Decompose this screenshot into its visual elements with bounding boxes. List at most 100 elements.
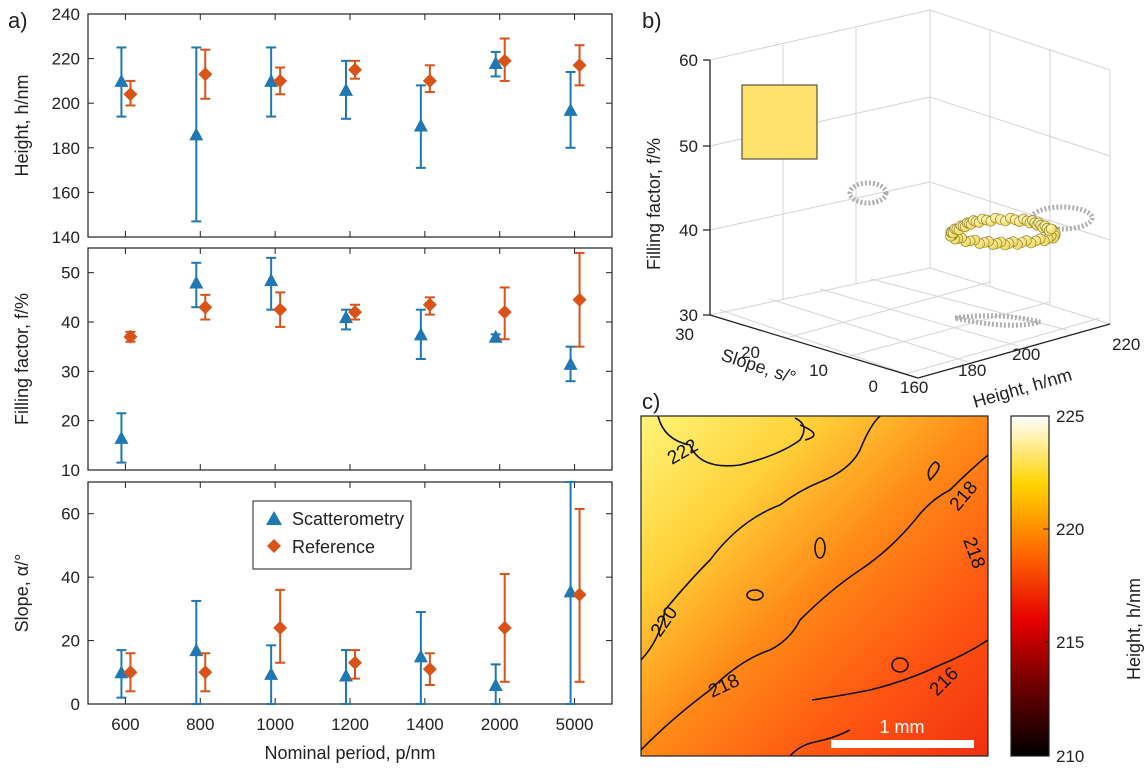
axes-3d: [703, 59, 1111, 379]
scatterometry-point: [264, 666, 279, 680]
scatterometry-point: [114, 665, 129, 679]
reference-point: [572, 58, 587, 73]
reference-point: [497, 620, 512, 635]
contour-lines: [641, 416, 988, 756]
reference-point: [348, 305, 362, 320]
contour-216-b: [789, 729, 851, 756]
reference-point: [273, 302, 288, 317]
reference-point: [348, 62, 362, 77]
scatterometry-point: [563, 102, 578, 116]
marker-swatch: [741, 84, 818, 160]
legend-box: [252, 500, 412, 570]
y-tick-label: 50: [61, 264, 80, 283]
height-map: 222 220 218 218 218 216 1 mm: [640, 415, 989, 757]
reference-point: [497, 305, 512, 320]
y-tick-label: 220: [52, 50, 80, 69]
y-tick-label: 60: [61, 505, 80, 524]
scatterometry-point: [488, 329, 503, 343]
reference-point: [198, 67, 213, 82]
reference-point: [123, 87, 138, 102]
contour-loop: [746, 589, 764, 601]
scatterometry-point: [114, 73, 129, 87]
y-tick-label: 240: [52, 5, 80, 24]
scatterometry-point: [413, 649, 428, 663]
ghost-projections: [847, 180, 1095, 328]
height-map-image: [641, 416, 988, 756]
reference-point: [422, 73, 437, 88]
contour-220: [641, 416, 881, 661]
y-tick-label: 10: [61, 461, 80, 480]
y-tick-label: 140: [52, 228, 80, 247]
contour-loop: [891, 657, 909, 673]
y-tick-label: 180: [52, 139, 80, 158]
reference-point: [422, 297, 437, 312]
height-tick: 200: [1012, 345, 1040, 364]
colorbar-tick: 215: [1056, 633, 1084, 652]
legend-diamond-marker: [267, 539, 281, 553]
reference-point: [273, 620, 288, 635]
contour-218: [641, 454, 988, 751]
reference-point: [572, 587, 587, 602]
colorbar-gradient: [1010, 415, 1050, 757]
y-tick-label: 0: [71, 695, 80, 714]
panel-a-label: a): [8, 8, 28, 33]
slope-tick: 0: [869, 377, 878, 396]
scatterometry-point: [563, 356, 578, 370]
cluster-point: [1045, 223, 1057, 235]
ghost-projection-right: [1029, 204, 1095, 232]
x-tick-label: 5000: [556, 715, 594, 734]
y-tick-label: 200: [52, 94, 80, 113]
legend: Scatterometry Reference: [252, 500, 412, 570]
z-tick: 40: [679, 221, 698, 240]
panel-b-label: b): [642, 8, 662, 33]
y-axis-label: Filling factor, f/%: [12, 293, 32, 425]
scatterometry-point: [264, 273, 279, 287]
scatterometry-point: [488, 677, 503, 691]
contour-loop: [814, 537, 826, 559]
legend-triangle-marker: [266, 511, 282, 525]
ghost-projection-left: [847, 180, 889, 206]
contour-216: [811, 639, 988, 701]
x-tick-label: 1000: [256, 715, 294, 734]
z-tick: 50: [679, 137, 698, 156]
ghost-projection-floor: [954, 313, 1041, 328]
slope-tick: 20: [741, 343, 760, 362]
scatterometry-point: [339, 82, 353, 96]
colorbar-tick: 225: [1056, 407, 1084, 426]
colorbar-ticks: [1043, 415, 1049, 757]
reference-point: [123, 665, 138, 680]
scatterometry-point: [413, 118, 428, 132]
z-tick: 30: [679, 306, 698, 325]
scatterometry-point: [413, 327, 428, 341]
colorbar-tick: 210: [1056, 747, 1084, 766]
y-tick-label: 20: [61, 412, 80, 431]
scatterometry-point: [189, 643, 204, 657]
x-tick-label: 600: [111, 715, 139, 734]
legend-reference: Reference: [292, 537, 375, 557]
plot-frame: [87, 247, 613, 471]
height-tick: 180: [958, 361, 986, 380]
scatterometry-point: [189, 127, 204, 141]
scatterometry-point: [114, 430, 129, 444]
reference-point: [273, 73, 288, 88]
x-axis-label: Nominal period, p/nm: [264, 743, 435, 763]
scatterometry-point: [488, 56, 503, 70]
y-axis-label: Height, h/nm: [12, 74, 32, 176]
scatterometry-point: [339, 668, 353, 682]
x-tick-label: 1200: [331, 715, 369, 734]
plot-frame: [87, 13, 613, 238]
slope-tick: 10: [809, 361, 828, 380]
scatterometry-point: [189, 275, 204, 289]
reference-point: [422, 662, 437, 677]
height-map-frame: [640, 415, 989, 757]
y-tick-label: 30: [61, 362, 80, 381]
reference-point: [123, 329, 138, 344]
colorbar-label: Height, h/nm: [1124, 578, 1144, 680]
panel-b: 60 50 40 30 30 20 10 0 160 180 200 220 F…: [644, 9, 1140, 412]
y-tick-label: 20: [61, 632, 80, 651]
x-tick-label: 2000: [481, 715, 519, 734]
legend-scatterometry: Scatterometry: [292, 509, 404, 529]
colorbar: 225 220 215 210 Height, h/nm: [1010, 407, 1144, 766]
